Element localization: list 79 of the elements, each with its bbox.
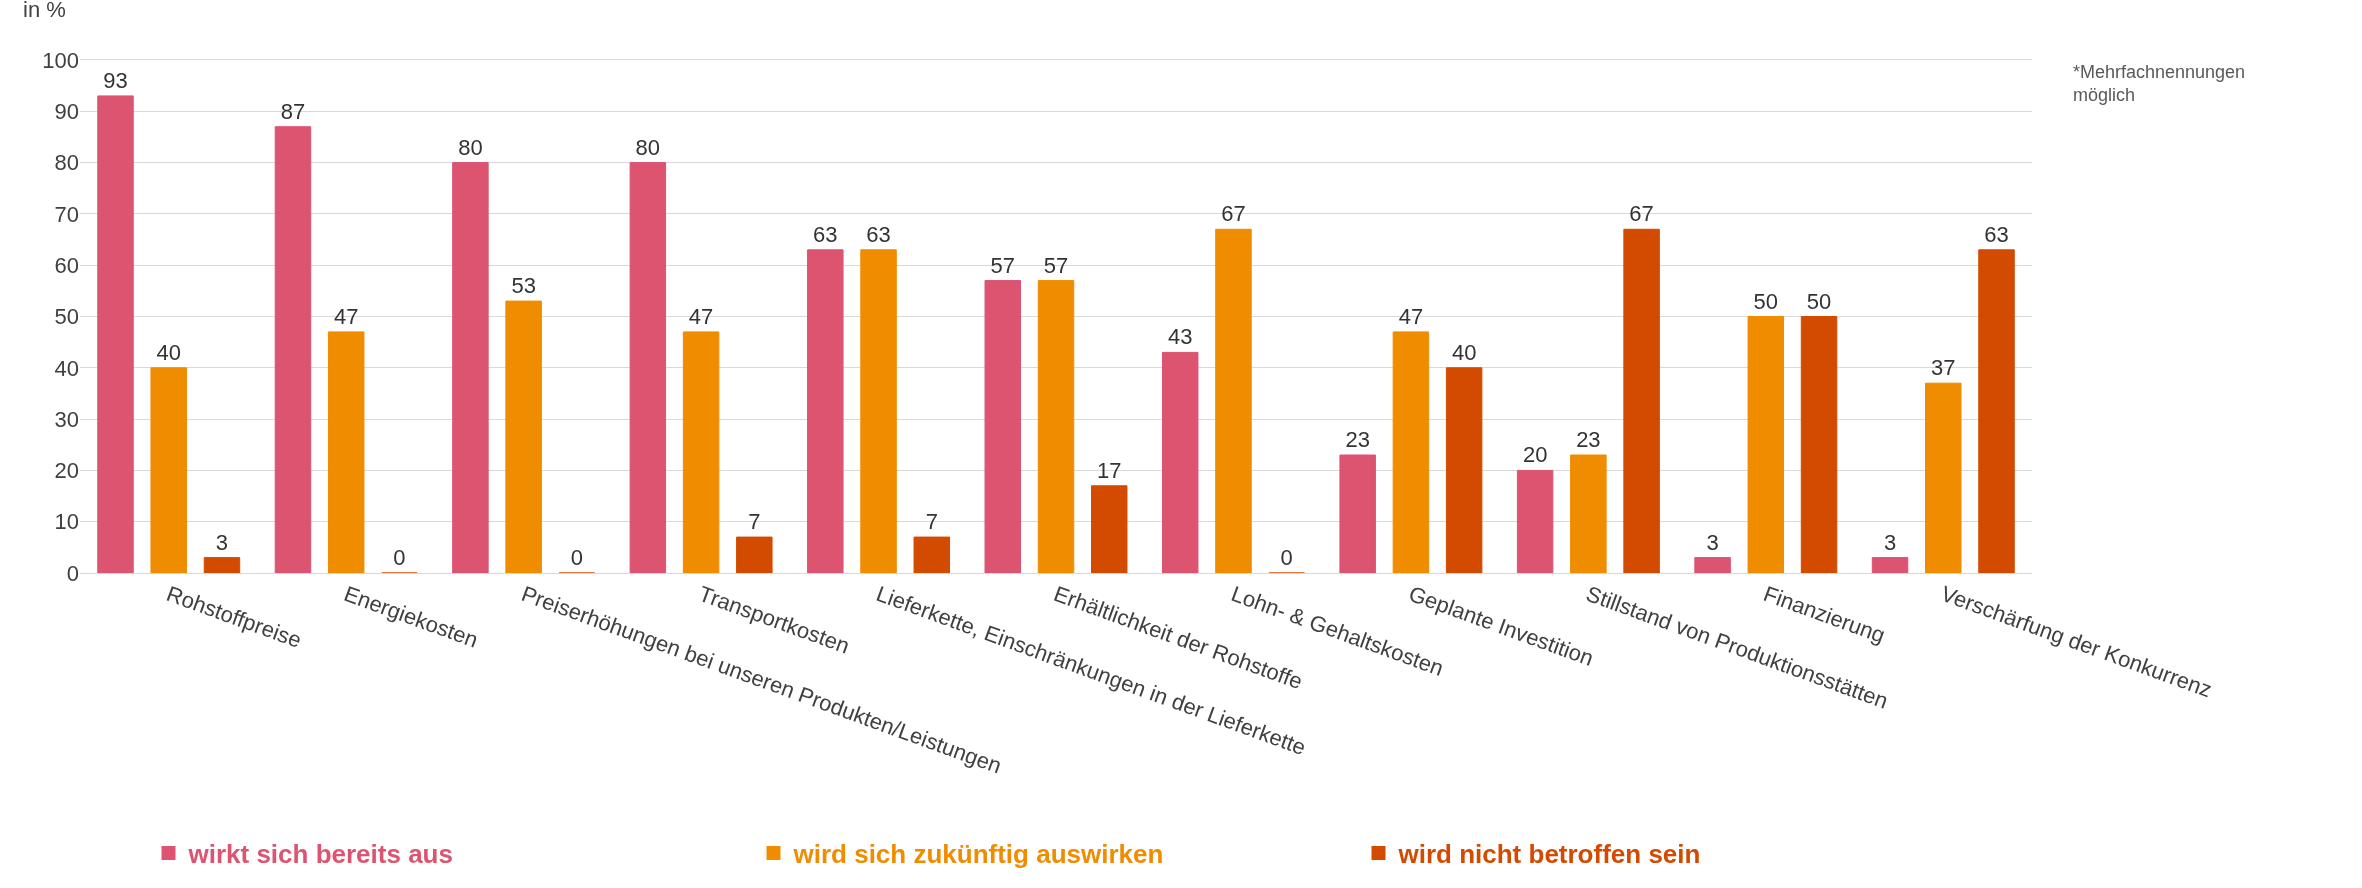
- bar: [203, 557, 241, 573]
- data-label: 93: [103, 67, 128, 93]
- data-label: 57: [1043, 252, 1069, 278]
- data-label: 40: [156, 339, 181, 365]
- data-label: 17: [1096, 457, 1122, 483]
- y-tick-label: 100: [42, 47, 79, 73]
- bar: [860, 249, 897, 573]
- y-tick-label: 70: [54, 201, 79, 227]
- text: *Mehrfachnennungen möglich: [2073, 62, 2246, 106]
- data-label: 23: [1345, 427, 1370, 453]
- bar: [1800, 316, 1838, 573]
- data-label: 47: [333, 303, 359, 329]
- y-tick-label: 20: [54, 458, 79, 484]
- data-label: 50: [1806, 288, 1832, 314]
- bar: [1392, 331, 1430, 573]
- data-label: 67: [1221, 201, 1246, 227]
- bar: [629, 162, 667, 573]
- legend-label: wirkt sich bereits aus: [187, 839, 453, 870]
- y-tick-label: 30: [54, 406, 79, 432]
- legend-label: wird nicht betroffen sein: [1397, 839, 1701, 870]
- legend-label: wird sich zukünftig auswirken: [792, 839, 1164, 870]
- bar: [452, 162, 489, 573]
- data-label: 23: [1576, 427, 1601, 453]
- data-label: 3: [215, 529, 229, 555]
- bar: [1570, 454, 1607, 573]
- bar: [1871, 557, 1909, 573]
- y-tick-label: 0: [66, 560, 79, 586]
- bar: [1215, 228, 1252, 573]
- bar: [1925, 382, 1962, 573]
- bar: [984, 280, 1022, 573]
- y-axis-title: in %: [23, 0, 66, 22]
- data-label: 53: [511, 273, 536, 299]
- bar: [1090, 485, 1128, 573]
- y-tick-label: 60: [54, 252, 79, 278]
- bar: [682, 331, 720, 573]
- data-label: 57: [990, 252, 1016, 278]
- data-label: 80: [635, 134, 661, 160]
- data-label: 3: [1883, 529, 1897, 555]
- data-label: 7: [925, 509, 938, 535]
- data-label: 50: [1753, 288, 1779, 314]
- data-label: 37: [1931, 355, 1956, 381]
- bar: [274, 126, 312, 573]
- bar: [150, 367, 187, 573]
- data-label: 63: [1984, 221, 2009, 247]
- y-tick-label: 50: [54, 304, 79, 330]
- y-tick-label: 80: [54, 150, 79, 176]
- bar: [505, 300, 542, 573]
- data-label: 40: [1451, 339, 1477, 365]
- data-label: 20: [1522, 442, 1548, 468]
- bar: [97, 95, 134, 573]
- data-label: 43: [1167, 324, 1193, 350]
- bar: [807, 249, 844, 573]
- bar: [736, 536, 773, 573]
- bar: [327, 331, 365, 573]
- data-label: 87: [280, 98, 306, 124]
- bar: [1037, 280, 1075, 573]
- data-label: 47: [688, 303, 714, 329]
- bar: [1445, 367, 1483, 573]
- bar: [1339, 454, 1376, 573]
- bar: [913, 536, 951, 573]
- bar: [1623, 228, 1660, 573]
- bar: [1161, 351, 1199, 573]
- bar: [1516, 469, 1554, 573]
- bar: [1747, 316, 1785, 573]
- data-label: 67: [1629, 201, 1654, 227]
- data-label: 3: [1706, 529, 1719, 555]
- bar: [1694, 557, 1731, 573]
- data-label: 63: [813, 221, 838, 247]
- y-tick-label: 10: [54, 509, 79, 535]
- bar: [1978, 249, 2015, 573]
- y-tick-label: 40: [54, 355, 79, 381]
- data-label: 0: [570, 545, 583, 570]
- y-tick-label: 90: [54, 99, 79, 124]
- data-label: 7: [748, 509, 761, 535]
- data-label: 47: [1398, 303, 1424, 329]
- data-label: 0: [393, 545, 406, 570]
- data-label: 63: [866, 221, 891, 247]
- data-label: 0: [1280, 545, 1293, 570]
- data-label: 80: [458, 134, 483, 160]
